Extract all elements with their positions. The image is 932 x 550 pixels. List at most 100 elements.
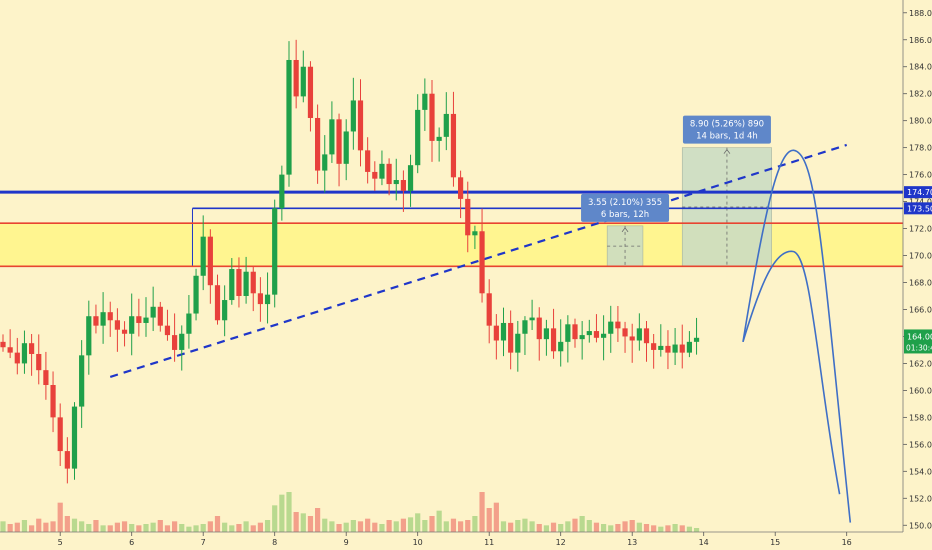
candle-body <box>172 335 178 350</box>
projection-curves[interactable] <box>742 149 852 523</box>
volume-bar <box>493 502 499 532</box>
volume-bar <box>636 522 642 532</box>
candle-body <box>686 341 692 353</box>
candle-body <box>329 119 335 155</box>
volume-bar <box>315 508 321 532</box>
volume-bar <box>343 522 349 532</box>
candle-body <box>143 317 149 323</box>
candle-body <box>21 343 28 364</box>
candle-body <box>14 352 20 364</box>
level-price-tag <box>904 202 932 215</box>
horizontal-levels[interactable] <box>0 190 903 268</box>
time-tick-label: 5 <box>58 538 63 547</box>
candle-body <box>357 100 364 151</box>
volume-bar <box>200 524 206 532</box>
volume-bar <box>322 518 328 532</box>
candle-body <box>57 417 63 452</box>
measurement-labels: 3.55 (2.10%) 355 6 bars, 12h 8.90 (5.26%) … <box>581 115 771 222</box>
volume-bar <box>143 524 149 532</box>
volume-bar <box>407 517 414 532</box>
candle-body <box>636 328 642 341</box>
candle-body <box>393 180 399 185</box>
volume-bar <box>479 492 485 532</box>
projection-curve-inner[interactable] <box>742 250 841 495</box>
volume-bar <box>350 520 356 532</box>
volume-bar <box>193 525 199 532</box>
time-tick-label: 10 <box>413 538 423 547</box>
candle-body <box>658 345 664 350</box>
price-tick-label: 170.00 <box>909 252 932 261</box>
candle-body <box>121 329 128 334</box>
candle-body <box>114 320 120 330</box>
volume-bar <box>14 522 20 532</box>
volume-bar <box>686 526 692 532</box>
volume-bar <box>458 521 464 532</box>
candle-body <box>315 117 321 171</box>
volume-bar <box>536 524 542 532</box>
volume-bar <box>93 520 99 532</box>
candle-body <box>7 347 13 353</box>
candle-body <box>622 328 628 337</box>
trendline-dashed[interactable] <box>109 143 848 378</box>
volume-bar <box>643 524 650 532</box>
candle-body <box>29 343 35 354</box>
volume-bar <box>593 522 600 532</box>
candle-body <box>407 165 414 191</box>
volume-bar <box>157 520 163 532</box>
volume-bar <box>150 522 156 532</box>
volume-bar <box>500 521 507 532</box>
candle-body <box>36 353 42 371</box>
candle-body <box>71 406 78 469</box>
volume-bar <box>529 521 535 532</box>
candle-body <box>250 271 256 294</box>
candle-body <box>300 66 306 97</box>
candle-body <box>436 136 442 141</box>
volume-bar <box>400 518 406 532</box>
volume-bar <box>300 513 306 532</box>
trendline[interactable] <box>109 143 848 378</box>
candle-body <box>586 331 592 336</box>
candle-body <box>429 93 435 141</box>
candle-body <box>86 316 92 356</box>
volume-bar <box>572 518 578 532</box>
candle-body <box>508 322 514 353</box>
volume-bar <box>429 516 435 532</box>
current-price-label: 164.00 <box>907 332 932 341</box>
volume-bar <box>608 525 614 532</box>
candle-body <box>529 317 535 321</box>
volume-bar <box>436 510 442 532</box>
candle-body <box>679 344 685 353</box>
candle-body <box>372 171 378 179</box>
measurement-boxes[interactable] <box>606 147 772 267</box>
level-price-label: 173.50 <box>907 204 932 213</box>
candle-body <box>50 385 56 418</box>
volume-bar <box>658 526 664 532</box>
volume-bar <box>486 508 492 532</box>
volume-bar <box>629 520 635 532</box>
volume-bar <box>386 520 392 532</box>
volume-bar <box>665 525 671 532</box>
time-tick-label: 16 <box>842 538 852 547</box>
price-tick-label: 156.00 <box>909 440 932 449</box>
volume-bar <box>651 525 657 532</box>
volume-bars <box>0 492 700 532</box>
time-tick-label: 6 <box>129 538 134 547</box>
candle-body <box>400 180 406 191</box>
candle-body <box>672 344 678 353</box>
candle-body <box>279 174 285 209</box>
volume-bar <box>415 513 421 532</box>
candle-body <box>79 355 85 407</box>
candle-body <box>536 317 542 340</box>
candles <box>0 39 700 484</box>
time-tick-label: 7 <box>201 538 206 547</box>
projection-curve-outer[interactable] <box>742 149 852 523</box>
volume-bar <box>615 524 621 532</box>
candle-body <box>550 328 557 352</box>
volume-bar <box>243 521 249 532</box>
candle-body <box>522 320 528 334</box>
candle-body <box>214 285 221 321</box>
price-tick-label: 172.00 <box>909 225 932 234</box>
volume-bar <box>293 512 299 532</box>
candle-body <box>64 451 70 469</box>
